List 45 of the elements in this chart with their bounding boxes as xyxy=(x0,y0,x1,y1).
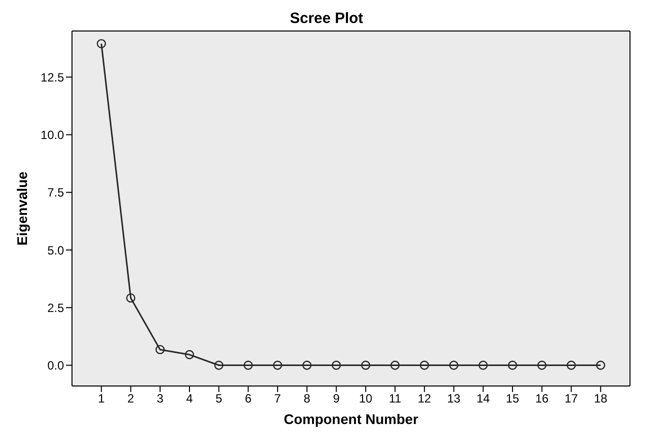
point xyxy=(214,360,224,370)
x-tick-label: 13 xyxy=(447,392,461,406)
x-tick-label: 12 xyxy=(418,392,432,406)
point xyxy=(596,360,606,370)
x-tick-label: 15 xyxy=(506,392,520,406)
point xyxy=(508,360,518,370)
x-tick-label: 5 xyxy=(216,392,222,406)
x-tick-label: 10 xyxy=(359,392,373,406)
point xyxy=(126,293,136,303)
x-tick-label: 11 xyxy=(388,392,402,406)
point xyxy=(96,39,106,48)
point xyxy=(302,360,312,370)
point xyxy=(184,350,194,360)
point xyxy=(244,360,253,370)
x-tick-label: 2 xyxy=(127,392,134,406)
y-tick-label: 10.0 xyxy=(40,128,64,142)
point xyxy=(361,360,370,370)
x-tick-label: 8 xyxy=(304,392,311,406)
point xyxy=(332,360,341,370)
y-tick-label: 7.5 xyxy=(47,186,64,200)
point xyxy=(566,360,576,370)
x-tick-label: 7 xyxy=(274,392,282,406)
y-tick-label: 12.5 xyxy=(40,70,64,84)
y-tick-label: 0.0 xyxy=(47,358,64,373)
point xyxy=(537,360,546,370)
y-axis-title: Eigenvalue xyxy=(14,171,30,246)
point xyxy=(420,360,430,370)
point xyxy=(449,360,458,370)
x-tick-label: 3 xyxy=(156,392,164,406)
x-tick-label: 18 xyxy=(594,392,608,406)
x-tick-label: 9 xyxy=(332,392,340,406)
x-tick-label: 14 xyxy=(476,392,490,406)
x-axis-title: Component Number xyxy=(284,411,419,427)
x-tick-label: 16 xyxy=(535,392,549,406)
y-tick-label: 5.0 xyxy=(47,243,64,258)
x-tick-label: 4 xyxy=(186,392,194,406)
y-tick-label: 2.5 xyxy=(47,300,64,315)
point xyxy=(156,344,165,354)
x-tick-label: 17 xyxy=(564,392,578,406)
chart-title: Scree Plot xyxy=(288,10,364,27)
point xyxy=(478,360,488,370)
x-tick-label: 6 xyxy=(244,392,252,406)
point xyxy=(272,360,282,370)
x-tick-label: 1 xyxy=(98,392,106,406)
point xyxy=(390,360,400,370)
